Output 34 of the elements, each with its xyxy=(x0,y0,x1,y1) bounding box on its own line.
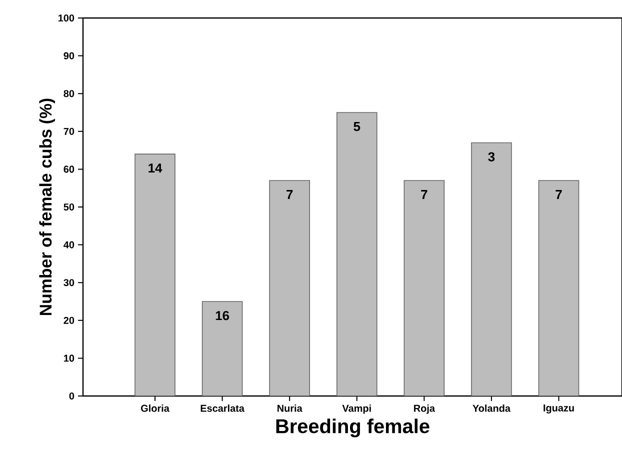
y-tick-label: 0 xyxy=(69,392,74,400)
annotation: 3 xyxy=(488,152,495,162)
annotation: 16 xyxy=(216,311,230,320)
x-tick-label: Gloria xyxy=(141,404,170,412)
bar xyxy=(336,112,378,396)
y-axis-title: Number of female cubs (%) xyxy=(39,98,56,316)
y-tick-label: 100 xyxy=(58,14,74,22)
x-tick-label: Roja xyxy=(414,404,436,414)
annotation: 7 xyxy=(556,190,562,199)
bar xyxy=(538,180,580,396)
y-tick-label: 70 xyxy=(64,128,74,135)
x-tick-label: Vampi xyxy=(342,404,371,414)
y-tick-label: 80 xyxy=(64,90,74,98)
y-tick-label: 90 xyxy=(64,52,74,60)
x-tick-label: Escarlata xyxy=(200,404,245,412)
x-tick-label: Yolanda xyxy=(472,404,511,412)
bar xyxy=(135,154,176,396)
y-tick-label: 20 xyxy=(64,316,74,324)
y-tick-label: 60 xyxy=(64,166,74,173)
y-tick-label: 40 xyxy=(64,241,74,248)
x-tick-label: Nuria xyxy=(278,404,302,412)
annotation: 14 xyxy=(148,164,162,173)
x-tick-label: Iguazu xyxy=(544,404,574,414)
bar xyxy=(269,180,310,396)
bar xyxy=(471,142,512,396)
bar xyxy=(404,180,445,396)
annotation: 7 xyxy=(421,190,428,199)
y-tick-label: 10 xyxy=(64,354,74,362)
bar xyxy=(202,301,243,396)
annotation: 5 xyxy=(354,122,360,132)
y-tick-label: 50 xyxy=(64,203,74,211)
annotation: 7 xyxy=(286,190,293,199)
y-tick-label: 30 xyxy=(64,279,74,286)
x-axis-title: Breeding female xyxy=(276,418,430,438)
